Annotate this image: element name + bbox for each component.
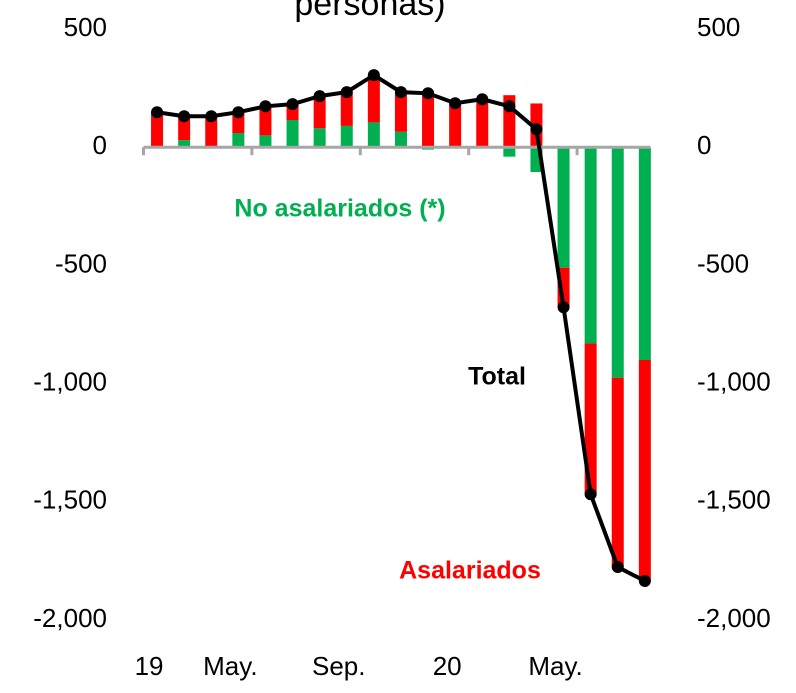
- y-tick-label: 0: [93, 130, 107, 160]
- y2-tick-label: -1,500: [697, 485, 771, 515]
- point: [584, 488, 597, 501]
- bar: [178, 140, 191, 148]
- point: [422, 87, 435, 100]
- point: [367, 69, 380, 82]
- chart-title: personas): [294, 0, 445, 23]
- x-tick-label: May.: [528, 651, 582, 681]
- line: [156, 72, 646, 583]
- x-tick-label: May.: [203, 651, 257, 681]
- bar: [422, 90, 435, 148]
- bar: [340, 92, 353, 126]
- bar: [232, 112, 245, 134]
- bar: [313, 128, 326, 148]
- bar: [638, 147, 651, 360]
- bar: [394, 131, 407, 148]
- series-label: Asalariados: [399, 557, 541, 585]
- bar: [178, 116, 191, 141]
- bar: [313, 96, 326, 129]
- bar: [340, 125, 353, 148]
- y-tick-label: -1,000: [33, 366, 107, 396]
- bar: [584, 343, 597, 495]
- bar: [259, 106, 272, 136]
- y-tick-label: 500: [64, 12, 107, 42]
- bar: [232, 133, 245, 148]
- point: [340, 86, 353, 99]
- bar: [394, 92, 407, 132]
- series-label: Total: [468, 363, 526, 391]
- bar: [611, 377, 624, 567]
- y-tick-label: -2,000: [33, 603, 107, 633]
- point: [503, 100, 516, 113]
- point: [394, 86, 407, 99]
- bar: [367, 122, 380, 148]
- bar: [286, 120, 299, 148]
- bar: [584, 147, 597, 344]
- y-tick-label: -1,500: [33, 485, 107, 515]
- y2-tick-label: -1,000: [697, 366, 771, 396]
- point: [178, 110, 191, 123]
- y2-tick-label: -500: [697, 248, 749, 278]
- point: [259, 100, 272, 113]
- x-tick-label: 19: [135, 651, 164, 681]
- point: [611, 561, 624, 574]
- point: [313, 90, 326, 103]
- point: [530, 123, 543, 136]
- point: [286, 98, 299, 111]
- bar: [557, 147, 570, 268]
- bar: [611, 147, 624, 378]
- bar: [259, 135, 272, 148]
- bar: [449, 103, 462, 147]
- bar: [503, 95, 516, 148]
- y2-tick-label: -2,000: [697, 603, 771, 633]
- y2-tick-label: 0: [697, 130, 711, 160]
- point: [476, 93, 489, 106]
- y2-tick-label: 500: [697, 12, 740, 42]
- x-tick-label: 20: [433, 651, 462, 681]
- x-tick-label: Sep.: [312, 651, 366, 681]
- point: [205, 110, 218, 123]
- point: [449, 97, 462, 110]
- bar: [638, 359, 651, 581]
- point: [557, 301, 570, 314]
- bar: [476, 99, 489, 147]
- point: [638, 574, 651, 587]
- bar: [503, 147, 516, 157]
- bar: [205, 116, 218, 147]
- point: [232, 106, 245, 119]
- y-tick-label: -500: [55, 248, 107, 278]
- point: [151, 106, 164, 119]
- series-label: No asalariados (*): [234, 195, 445, 223]
- bar: [367, 75, 380, 123]
- bar: [151, 112, 164, 147]
